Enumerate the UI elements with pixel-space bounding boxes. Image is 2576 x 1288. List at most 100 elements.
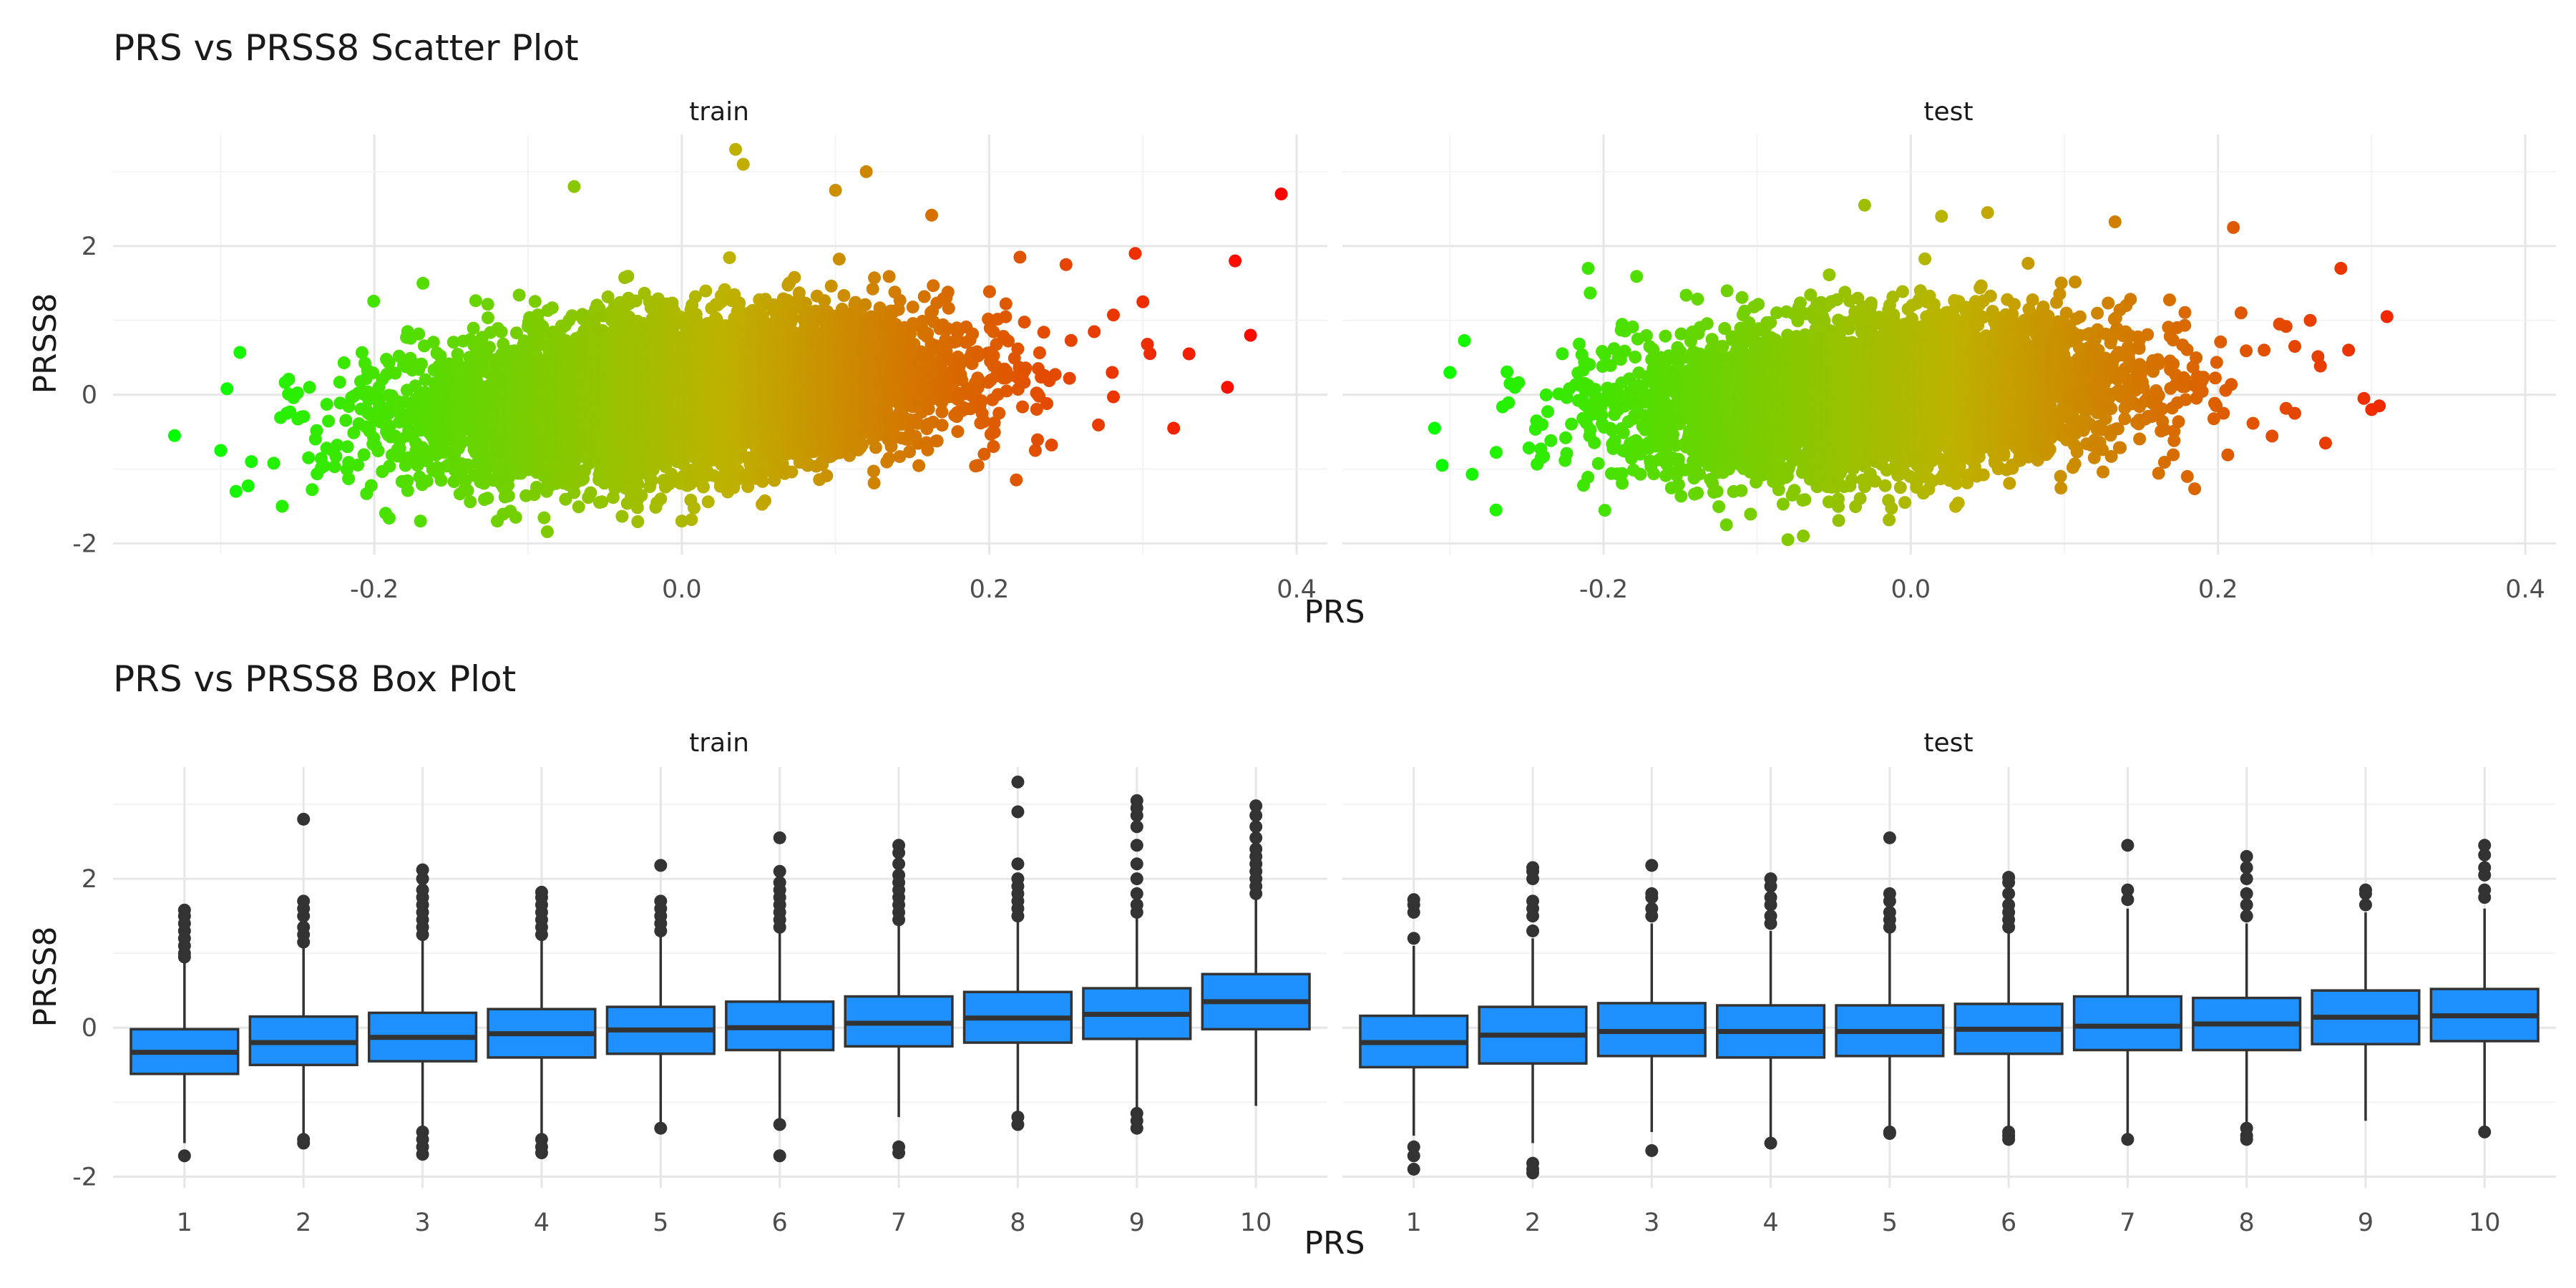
scatter-point bbox=[275, 499, 289, 513]
scatter-point bbox=[267, 457, 280, 470]
scatter-point bbox=[412, 327, 426, 341]
scatter-point bbox=[545, 301, 559, 315]
x-tick-label: -0.2 bbox=[350, 575, 399, 604]
scatter-point bbox=[455, 434, 469, 447]
scatter-point bbox=[631, 515, 645, 528]
scatter-point bbox=[303, 381, 316, 394]
scatter-point bbox=[382, 356, 396, 369]
box-facet-test-label: test bbox=[1923, 728, 1973, 758]
scatter-point bbox=[461, 484, 474, 497]
scatter-point bbox=[383, 419, 396, 433]
scatter-point bbox=[241, 479, 255, 492]
scatter-point bbox=[464, 495, 477, 509]
scatter-point bbox=[528, 295, 542, 308]
scatter-x-axis-title: PRS bbox=[1304, 594, 1365, 630]
scatter-point bbox=[687, 501, 701, 514]
scatter-point bbox=[540, 525, 554, 539]
scatter-point bbox=[723, 251, 736, 265]
scatter-point bbox=[572, 500, 585, 514]
scatter-point bbox=[331, 439, 344, 452]
scatter-point bbox=[758, 494, 771, 507]
scatter-point bbox=[329, 449, 343, 463]
scatter-point bbox=[699, 284, 713, 298]
box-plot-title: PRS vs PRSS8 Box Plot bbox=[113, 658, 516, 700]
scatter-point bbox=[701, 495, 715, 509]
scatter-point bbox=[697, 480, 710, 494]
scatter-point bbox=[512, 288, 526, 302]
scatter-point bbox=[355, 346, 369, 359]
scatter-point bbox=[220, 382, 234, 396]
scatter-facet-train-label: train bbox=[689, 97, 749, 127]
box-facet-train-label: train bbox=[689, 728, 749, 758]
y-tick-label: 2 bbox=[82, 233, 97, 261]
scatter-point bbox=[233, 346, 247, 359]
scatter-point bbox=[729, 142, 742, 156]
scatter-point bbox=[414, 514, 427, 528]
scatter-point bbox=[401, 474, 414, 487]
scatter-point bbox=[302, 451, 316, 464]
scatter-point bbox=[494, 325, 508, 338]
scatter-point bbox=[509, 326, 523, 340]
scatter-plot-title: PRS vs PRSS8 Scatter Plot bbox=[113, 27, 579, 69]
scatter-point bbox=[328, 460, 341, 474]
scatter-point bbox=[416, 276, 430, 290]
scatter-point bbox=[434, 474, 448, 487]
scatter-point bbox=[364, 479, 378, 492]
scatter-point bbox=[736, 157, 750, 171]
y-tick-label: 0 bbox=[82, 381, 97, 410]
scatter-point bbox=[483, 341, 496, 354]
scatter-point bbox=[481, 298, 494, 311]
scatter-point bbox=[447, 336, 460, 349]
scatter-point bbox=[306, 483, 319, 497]
scatter-point bbox=[367, 294, 381, 308]
scatter-point bbox=[214, 444, 228, 457]
scatter-point bbox=[621, 270, 635, 283]
scatter-point bbox=[481, 492, 494, 505]
box-x-axis-title: PRS bbox=[1304, 1225, 1365, 1262]
scatter-point bbox=[414, 357, 428, 371]
scatter-y-axis-title: PRSS8 bbox=[27, 293, 64, 394]
y-tick-label: -2 bbox=[72, 530, 97, 558]
scatter-point bbox=[509, 510, 522, 524]
scatter-point bbox=[481, 311, 494, 325]
scatter-point bbox=[366, 366, 380, 379]
x-tick-label: 0.2 bbox=[970, 575, 1010, 604]
scatter-point bbox=[337, 356, 351, 369]
scatter-point bbox=[382, 512, 396, 525]
scatter-point bbox=[469, 294, 482, 308]
scatter-point bbox=[167, 429, 181, 442]
scatter-point bbox=[467, 321, 480, 335]
scatter-point bbox=[502, 489, 515, 503]
scatter-point bbox=[420, 474, 434, 488]
scatter-point bbox=[584, 486, 597, 499]
scatter-point bbox=[733, 296, 746, 310]
scatter-point bbox=[322, 414, 336, 428]
scatter-point bbox=[461, 458, 474, 472]
scatter-point bbox=[229, 484, 243, 498]
scatter-point bbox=[389, 366, 402, 380]
box-y-axis-title: PRSS8 bbox=[27, 927, 64, 1028]
scatter-point bbox=[297, 410, 311, 424]
scatter-point bbox=[401, 484, 414, 497]
scatter-point bbox=[341, 440, 354, 454]
scatter-point bbox=[567, 180, 581, 193]
scatter-panel-train: -0.2 0.0 0.2 0.4-202 bbox=[72, 135, 1327, 604]
scatter-point bbox=[434, 349, 447, 363]
scatter-point bbox=[282, 373, 296, 386]
scatter-point bbox=[685, 513, 698, 527]
scatter-point bbox=[654, 492, 668, 506]
scatter-point bbox=[245, 455, 258, 469]
scatter-point bbox=[630, 501, 644, 514]
scatter-point bbox=[310, 424, 323, 437]
scatter-point bbox=[342, 472, 356, 485]
scatter-point bbox=[351, 458, 365, 472]
scatter-point bbox=[426, 336, 440, 349]
scatter-point bbox=[595, 495, 609, 509]
scatter-point bbox=[339, 414, 353, 427]
scatter-point bbox=[383, 459, 396, 473]
scatter-point bbox=[530, 480, 543, 494]
scatter-point bbox=[451, 348, 464, 361]
scatter-point bbox=[357, 448, 371, 462]
scatter-point bbox=[615, 509, 629, 523]
scatter-point bbox=[320, 398, 333, 411]
